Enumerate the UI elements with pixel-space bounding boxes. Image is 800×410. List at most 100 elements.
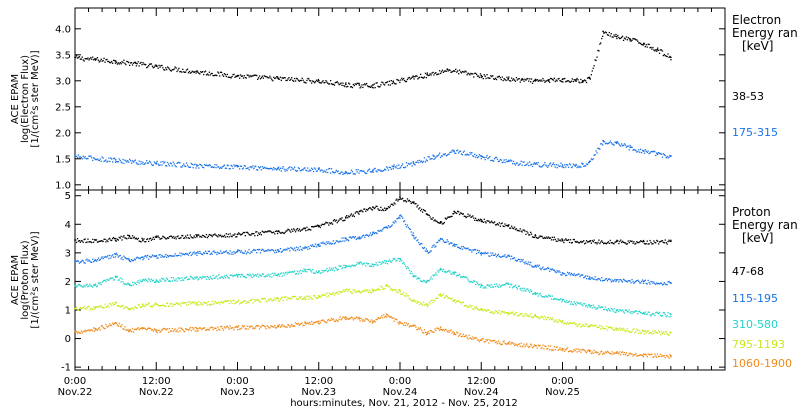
data-point (219, 252, 221, 254)
data-point (452, 213, 454, 215)
x-tick-label-time: 0:00 (226, 376, 248, 387)
data-point (607, 241, 609, 243)
data-point (180, 305, 182, 307)
data-point (341, 171, 343, 173)
data-point (445, 295, 447, 297)
data-point (575, 323, 577, 325)
data-point (195, 72, 197, 74)
data-point (239, 274, 241, 276)
data-point (344, 291, 346, 293)
data-point (519, 345, 521, 348)
data-point (532, 316, 535, 318)
data-point (164, 255, 166, 258)
data-point (203, 252, 206, 254)
data-point (93, 284, 95, 286)
data-point (450, 215, 452, 218)
data-point (352, 289, 354, 291)
series-115-195 (74, 214, 672, 286)
data-point (278, 324, 281, 326)
data-point (530, 231, 532, 233)
data-point (632, 311, 634, 313)
y-axis-title-line: log(Proton Flux) (20, 240, 31, 319)
data-point (139, 306, 141, 308)
data-point (162, 304, 164, 306)
data-point (530, 316, 533, 318)
data-point (270, 249, 272, 251)
data-point (656, 331, 658, 334)
data-point (469, 281, 471, 283)
data-point-anchor (128, 283, 131, 286)
data-point (437, 297, 439, 299)
data-point (268, 230, 270, 233)
data-point (123, 283, 125, 285)
data-point (283, 296, 285, 299)
data-point (595, 325, 597, 327)
data-point (245, 253, 247, 255)
data-point-anchor (399, 257, 401, 260)
data-point-anchor (453, 332, 456, 334)
data-point (402, 79, 404, 81)
data-point (130, 62, 133, 64)
data-point (426, 160, 428, 162)
data-point (408, 199, 410, 201)
data-point (201, 329, 203, 331)
data-point (639, 151, 641, 153)
data-point (456, 71, 458, 73)
data-point (630, 40, 632, 42)
data-point (279, 248, 282, 250)
data-point (567, 323, 570, 325)
data-point (128, 237, 130, 239)
data-point (453, 70, 455, 72)
data-point (93, 241, 95, 243)
data-point (186, 278, 189, 281)
data-point (402, 217, 404, 219)
data-point (512, 311, 514, 313)
data-point (235, 236, 237, 238)
data-point (158, 305, 160, 307)
data-point (208, 278, 210, 280)
data-point (490, 159, 492, 162)
data-point (576, 274, 578, 276)
data-point (469, 304, 471, 306)
data-point (136, 307, 138, 309)
data-point (239, 302, 242, 304)
data-point (130, 329, 132, 331)
data-point (189, 234, 191, 236)
data-point (383, 287, 385, 290)
data-point (584, 325, 586, 327)
data-point (382, 288, 384, 290)
data-point (477, 284, 480, 286)
data-point (453, 273, 455, 275)
data-point (353, 264, 355, 267)
data-point (395, 289, 397, 291)
data-point (150, 256, 153, 258)
data-point (77, 56, 80, 59)
data-point (274, 297, 276, 299)
data-point (457, 332, 459, 334)
data-point-anchor (196, 327, 198, 330)
data-point (237, 276, 239, 278)
data-point (242, 252, 245, 254)
data-point (338, 265, 340, 267)
data-point (371, 170, 373, 173)
data-point (121, 239, 123, 241)
data-point (197, 304, 199, 306)
data-point (130, 285, 133, 287)
data-point (456, 244, 458, 246)
data-point (330, 222, 333, 224)
data-point (350, 265, 353, 267)
data-point (608, 326, 610, 328)
data-point (655, 242, 657, 244)
data-point (383, 262, 385, 264)
data-point (630, 282, 632, 284)
data-point (271, 167, 273, 170)
data-point (470, 216, 472, 218)
data-point (553, 269, 555, 271)
data-point-anchor (615, 35, 618, 38)
data-point (381, 209, 383, 212)
data-point (248, 169, 250, 171)
data-point (593, 278, 595, 280)
data-point (358, 238, 360, 240)
data-point (638, 149, 640, 151)
data-point (334, 292, 336, 294)
